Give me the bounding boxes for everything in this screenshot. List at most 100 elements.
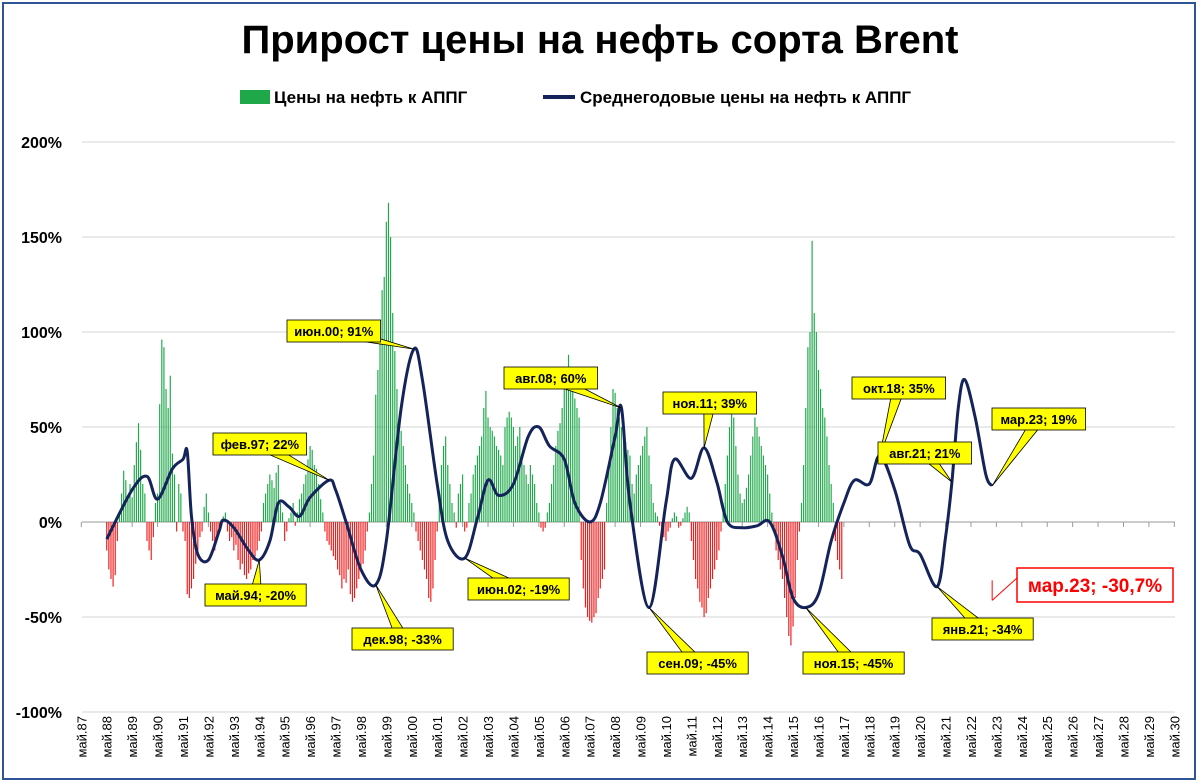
bar — [277, 465, 279, 522]
bar — [137, 423, 140, 522]
bar — [616, 408, 618, 522]
bar — [294, 522, 296, 526]
bar — [470, 493, 472, 522]
bar — [478, 446, 481, 522]
x-tick-label: май.92 — [201, 716, 216, 758]
bar — [603, 522, 606, 570]
x-tick-label: май.91 — [176, 716, 191, 758]
bar — [750, 455, 752, 522]
bar — [504, 427, 506, 522]
bar — [235, 522, 237, 545]
bar — [487, 417, 489, 522]
bar — [447, 465, 449, 522]
x-tick-label: май.08 — [608, 716, 623, 758]
bar — [536, 503, 538, 522]
bar — [404, 465, 406, 522]
bar — [523, 465, 525, 522]
bar — [169, 375, 171, 522]
bar — [303, 484, 305, 522]
bar — [794, 522, 796, 598]
bar — [699, 522, 701, 602]
bar — [656, 516, 659, 522]
bar — [377, 370, 379, 522]
bar — [629, 455, 631, 522]
bar — [165, 389, 167, 522]
x-tick-label: май.23 — [989, 716, 1004, 758]
bar — [593, 522, 595, 617]
bar — [216, 522, 218, 538]
bar — [226, 522, 229, 532]
annotation: мар.23; 19% — [991, 407, 1086, 487]
annotation: ноя.15; -45% — [802, 607, 905, 675]
bar — [724, 484, 726, 522]
bar — [741, 503, 743, 522]
bar — [703, 522, 705, 617]
bar — [110, 522, 112, 579]
bar — [379, 332, 381, 522]
bar — [193, 522, 195, 579]
bar — [540, 522, 542, 528]
bar — [805, 408, 807, 522]
annotation-box — [467, 577, 570, 601]
x-tick-label: май.17 — [837, 716, 852, 758]
bar — [353, 522, 356, 598]
y-tick-label: 50% — [30, 420, 62, 437]
bar — [133, 465, 135, 522]
bar — [328, 522, 330, 545]
annotation-label: май.94; -20% — [215, 588, 296, 603]
bar — [743, 499, 745, 522]
bar — [767, 474, 769, 522]
bar — [290, 512, 292, 522]
annotation-label: дек.98; -33% — [363, 632, 442, 647]
callout-leader — [991, 577, 1018, 601]
annotation-box — [204, 583, 307, 607]
bar — [538, 512, 540, 522]
bar — [828, 465, 830, 522]
bar — [830, 484, 832, 522]
bar — [152, 522, 154, 538]
callout-label: мар.23; -30,7% — [1028, 576, 1162, 597]
bar — [510, 417, 512, 522]
bar — [307, 459, 309, 522]
y-tick-label: 100% — [21, 325, 62, 342]
bar — [563, 389, 565, 522]
bar — [807, 347, 809, 522]
bar — [792, 522, 794, 627]
bar — [688, 512, 690, 522]
bar — [389, 237, 392, 522]
annotation: сен.09; -45% — [646, 607, 749, 675]
bar — [500, 455, 502, 522]
bar — [612, 389, 614, 522]
bar — [426, 522, 428, 579]
bar — [824, 417, 826, 522]
bar — [229, 522, 231, 541]
bar — [231, 522, 233, 538]
bar — [481, 436, 483, 522]
annotation-box — [931, 617, 1034, 641]
bar — [413, 512, 415, 522]
bar — [836, 522, 839, 560]
bar — [610, 427, 612, 522]
bar — [370, 484, 373, 522]
bar — [343, 522, 345, 579]
bar — [442, 446, 445, 522]
bar — [368, 512, 370, 522]
bar — [326, 522, 328, 541]
bar — [618, 417, 620, 522]
chart-title: Прирост цены на нефть сорта Brent — [241, 18, 959, 62]
bar — [402, 446, 404, 522]
bar — [459, 484, 462, 522]
annotation-box — [351, 627, 454, 651]
bar — [142, 484, 144, 522]
annotation-label: ноя.11; 39% — [673, 396, 748, 411]
bar — [680, 522, 682, 526]
bar — [572, 389, 574, 522]
x-tick-label: май.88 — [100, 716, 115, 758]
bar — [809, 332, 811, 522]
bar — [207, 512, 209, 522]
annotation-label: авг.21; 21% — [889, 446, 961, 461]
bar — [265, 493, 267, 522]
bar — [455, 522, 457, 528]
annotation-label: фев.97; 22% — [221, 437, 300, 452]
bar — [432, 522, 434, 589]
